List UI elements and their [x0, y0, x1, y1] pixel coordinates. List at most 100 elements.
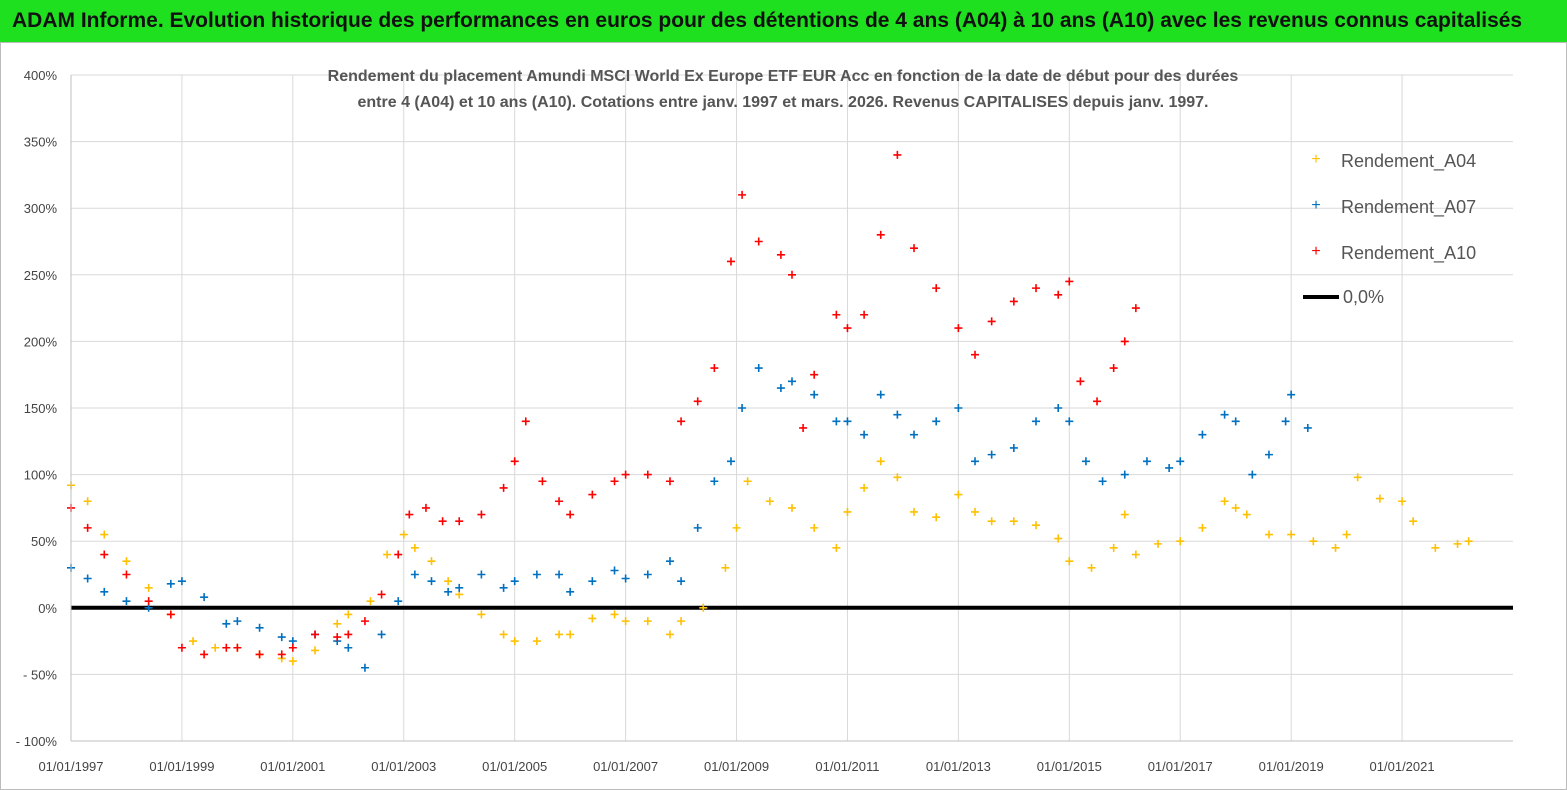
point-a10	[177, 643, 186, 652]
y-tick-label: 50%	[31, 534, 57, 549]
point-a07	[710, 477, 719, 486]
point-a10	[738, 190, 747, 199]
point-a07	[499, 583, 508, 592]
point-a07	[1142, 457, 1151, 466]
point-a04	[1198, 523, 1207, 532]
point-a07	[477, 570, 486, 579]
point-a10	[499, 483, 508, 492]
point-a07	[776, 384, 785, 393]
point-a10	[987, 317, 996, 326]
point-a10	[710, 364, 719, 373]
point-a10	[776, 250, 785, 259]
point-a07	[377, 630, 386, 639]
point-a04	[743, 477, 752, 486]
point-a04	[699, 603, 708, 612]
point-a07	[843, 417, 852, 426]
point-a04	[1375, 494, 1384, 503]
point-a10	[726, 257, 735, 266]
point-a07	[1098, 477, 1107, 486]
point-a10	[788, 270, 796, 279]
point-a07	[588, 577, 597, 586]
point-a04	[721, 563, 730, 572]
point-a10	[166, 610, 175, 619]
point-a04	[832, 543, 841, 552]
performance-chart: - 100% - 50% 0% 50% 100% 150% 200% 250% 300% 350%…	[16, 68, 1513, 774]
point-a04	[843, 507, 852, 516]
legend-label-a04: Rendement_A04	[1341, 151, 1476, 172]
x-tick-label: 01/01/2003	[371, 759, 436, 774]
point-a07	[122, 597, 131, 606]
point-a04	[987, 517, 996, 526]
point-a10	[677, 417, 686, 426]
point-a04	[333, 619, 342, 628]
point-a10	[566, 510, 575, 519]
y-tick-label: 400%	[24, 68, 58, 83]
chart-title: Rendement du placement Amundi MSCI World…	[328, 68, 1239, 111]
legend-label-zero: 0,0%	[1343, 287, 1384, 307]
x-tick-label: 01/01/1997	[38, 759, 103, 774]
report-banner-title: ADAM Informe. Evolution historique des p…	[0, 0, 1567, 42]
point-a10	[1054, 290, 1063, 299]
y-tick-label: 350%	[24, 135, 58, 150]
point-a07	[1165, 463, 1174, 472]
point-a10	[538, 477, 547, 486]
point-a07	[860, 430, 869, 439]
point-a04	[1398, 497, 1407, 506]
point-a10	[1009, 297, 1018, 306]
point-a04	[732, 523, 741, 532]
point-a04	[1287, 530, 1296, 539]
point-a07	[410, 570, 419, 579]
point-a07	[455, 583, 464, 592]
point-a10	[799, 423, 808, 432]
point-a04	[427, 557, 436, 566]
point-a07	[810, 390, 819, 399]
x-tick-label: 01/01/2017	[1148, 759, 1213, 774]
point-a07	[643, 570, 652, 579]
point-a07	[954, 404, 963, 412]
point-a10	[971, 350, 980, 359]
point-a07	[665, 557, 674, 566]
point-a04	[366, 597, 375, 606]
point-a04	[910, 507, 919, 516]
point-a10	[893, 150, 902, 159]
point-a04	[765, 497, 774, 506]
point-a04	[643, 617, 652, 626]
point-a10	[1109, 364, 1118, 373]
point-a07	[1009, 443, 1018, 452]
point-a10	[521, 417, 530, 426]
point-a10	[333, 633, 342, 642]
point-a10	[860, 310, 869, 319]
x-tick-label: 01/01/2015	[1037, 759, 1102, 774]
point-a04	[677, 617, 686, 626]
point-a07	[177, 577, 186, 586]
point-a04	[1431, 543, 1440, 552]
point-a04	[588, 614, 597, 623]
point-a07	[427, 577, 436, 586]
point-a04	[621, 617, 630, 626]
y-tick-label: 300%	[24, 201, 58, 216]
point-a04	[1120, 510, 1129, 519]
point-a04	[1220, 497, 1229, 506]
point-a10	[122, 570, 131, 579]
point-a07	[1176, 457, 1185, 466]
point-a10	[555, 497, 564, 506]
point-a04	[122, 557, 131, 566]
point-a04	[383, 550, 392, 559]
legend-marker-a10: +	[1311, 243, 1320, 260]
point-a04	[532, 637, 541, 646]
point-a04	[100, 530, 109, 539]
point-a07	[1231, 417, 1240, 426]
point-a04	[1154, 539, 1163, 548]
point-a04	[1453, 539, 1462, 548]
x-tick-label: 01/01/2013	[926, 759, 991, 774]
point-a07	[360, 663, 369, 672]
point-a04	[876, 457, 885, 466]
point-a07	[1065, 417, 1074, 426]
point-a07	[1032, 417, 1041, 426]
chart-area: - 100% - 50% 0% 50% 100% 150% 200% 250% 300% 350%…	[0, 42, 1567, 790]
point-a07	[1054, 404, 1063, 412]
point-a07	[677, 577, 686, 586]
point-a07	[754, 364, 763, 373]
point-a04	[499, 630, 508, 639]
point-a10	[394, 550, 403, 559]
